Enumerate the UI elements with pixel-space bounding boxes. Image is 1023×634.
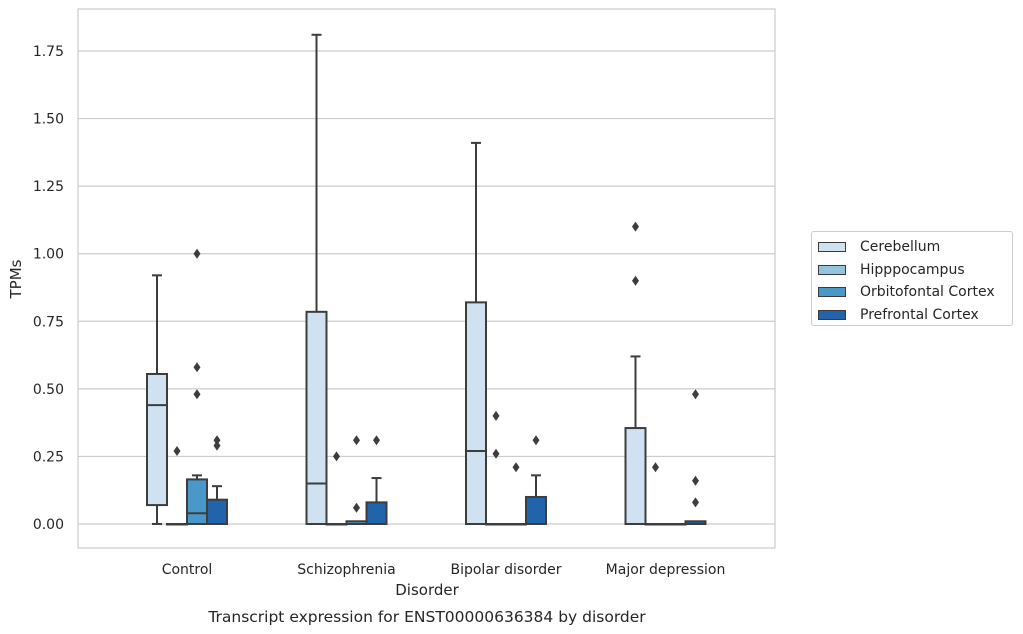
x-tick-label: Control <box>162 562 213 578</box>
box-body <box>206 498 228 525</box>
y-tick-label: 1.25 <box>33 179 64 195</box>
legend-swatch-hippocampus <box>818 264 846 275</box>
box-cerebellum <box>146 274 168 525</box>
legend-item-prefrontal-cortex: Prefrontal Cortex <box>818 304 1012 327</box>
legend-item-cerebellum: Cerebellum <box>818 236 1012 259</box>
box-body <box>525 495 547 526</box>
y-axis-label: TPMs <box>7 259 25 299</box>
outlier-point <box>652 462 659 473</box>
outlier-point <box>632 275 639 286</box>
x-tick-label: Bipolar disorder <box>450 562 561 578</box>
box-orbitofontal-cortex <box>505 462 527 526</box>
box-body <box>186 478 208 526</box>
x-axis-ticks: Control Schizophrenia Bipolar disorder Majo… <box>162 562 726 578</box>
outlier-point <box>353 435 360 446</box>
outlier-point <box>492 410 500 421</box>
box-body <box>365 501 388 525</box>
outlier-point <box>532 435 540 446</box>
x-tick-label: Schizophrenia <box>297 562 395 578</box>
outlier-point <box>213 440 221 451</box>
box-prefrontal-cortex <box>365 435 388 525</box>
x-tick-label: Major depression <box>606 562 726 578</box>
box-marks <box>146 33 707 526</box>
y-tick-label: 1.75 <box>33 44 64 60</box>
box-body <box>305 310 328 525</box>
outlier-point <box>692 497 699 508</box>
grid-lines <box>78 50 775 525</box>
outlier-point <box>512 462 520 473</box>
legend-label-hippocampus: Hipppocampus <box>860 261 965 278</box>
legend-label-prefrontal-cortex: Prefrontal Cortex <box>860 306 979 323</box>
box-cerebellum <box>465 141 487 526</box>
outlier-point <box>193 389 201 400</box>
box-body <box>624 427 647 526</box>
box-orbitofontal-cortex <box>186 248 208 526</box>
legend: Cerebellum Hipppocampus Orbitofontal Cor… <box>811 231 1013 326</box>
x-axis-label: Disorder <box>395 581 459 599</box>
box-cerebellum <box>305 33 328 525</box>
box-hipppocampus <box>644 462 667 526</box>
box-orbitofontal-cortex <box>345 435 368 525</box>
box-prefrontal-cortex <box>206 435 228 525</box>
outlier-point <box>193 362 201 373</box>
y-tick-label: 1.00 <box>33 247 64 263</box>
y-tick-label: 1.50 <box>33 112 64 128</box>
legend-item-hippocampus: Hipppocampus <box>818 259 1012 282</box>
outlier-point <box>173 446 181 457</box>
outlier-point <box>213 435 221 446</box>
plot-frame <box>77 8 776 549</box>
box-body <box>465 301 487 526</box>
outlier-point <box>632 221 639 232</box>
y-tick-label: 0.75 <box>33 314 64 330</box>
box-cerebellum <box>624 221 647 526</box>
outlier-point <box>333 451 340 462</box>
box-hipppocampus <box>485 410 507 526</box>
box-prefrontal-cortex <box>684 389 707 525</box>
outlier-point <box>193 248 201 259</box>
box-prefrontal-cortex <box>525 435 547 526</box>
legend-label-orbitofrontal-cortex: Orbitofontal Cortex <box>860 284 995 301</box>
legend-label-cerebellum: Cerebellum <box>860 239 941 256</box>
y-tick-label: 0.25 <box>33 449 64 465</box>
y-tick-label: 0.00 <box>33 517 64 533</box>
y-tick-label: 0.50 <box>33 382 64 398</box>
box-hipppocampus <box>325 451 348 526</box>
outlier-point <box>373 435 380 446</box>
legend-swatch-orbitofrontal-cortex <box>818 287 846 298</box>
outlier-point <box>692 389 699 400</box>
box-hipppocampus <box>166 446 188 526</box>
outlier-point <box>353 502 360 513</box>
y-axis-ticks: 0.00 0.25 0.50 0.75 1.00 1.25 1.50 1.75 <box>33 44 64 533</box>
box-orbitofontal-cortex <box>664 523 687 526</box>
legend-swatch-prefrontal-cortex <box>818 309 846 320</box>
legend-swatch-cerebellum <box>818 242 846 253</box>
box-body <box>146 372 168 507</box>
outlier-point <box>692 475 699 486</box>
legend-item-orbitofrontal-cortex: Orbitofontal Cortex <box>818 281 1012 304</box>
outlier-point <box>492 448 500 459</box>
chart-title: Transcript expression for ENST0000063638… <box>207 608 646 626</box>
